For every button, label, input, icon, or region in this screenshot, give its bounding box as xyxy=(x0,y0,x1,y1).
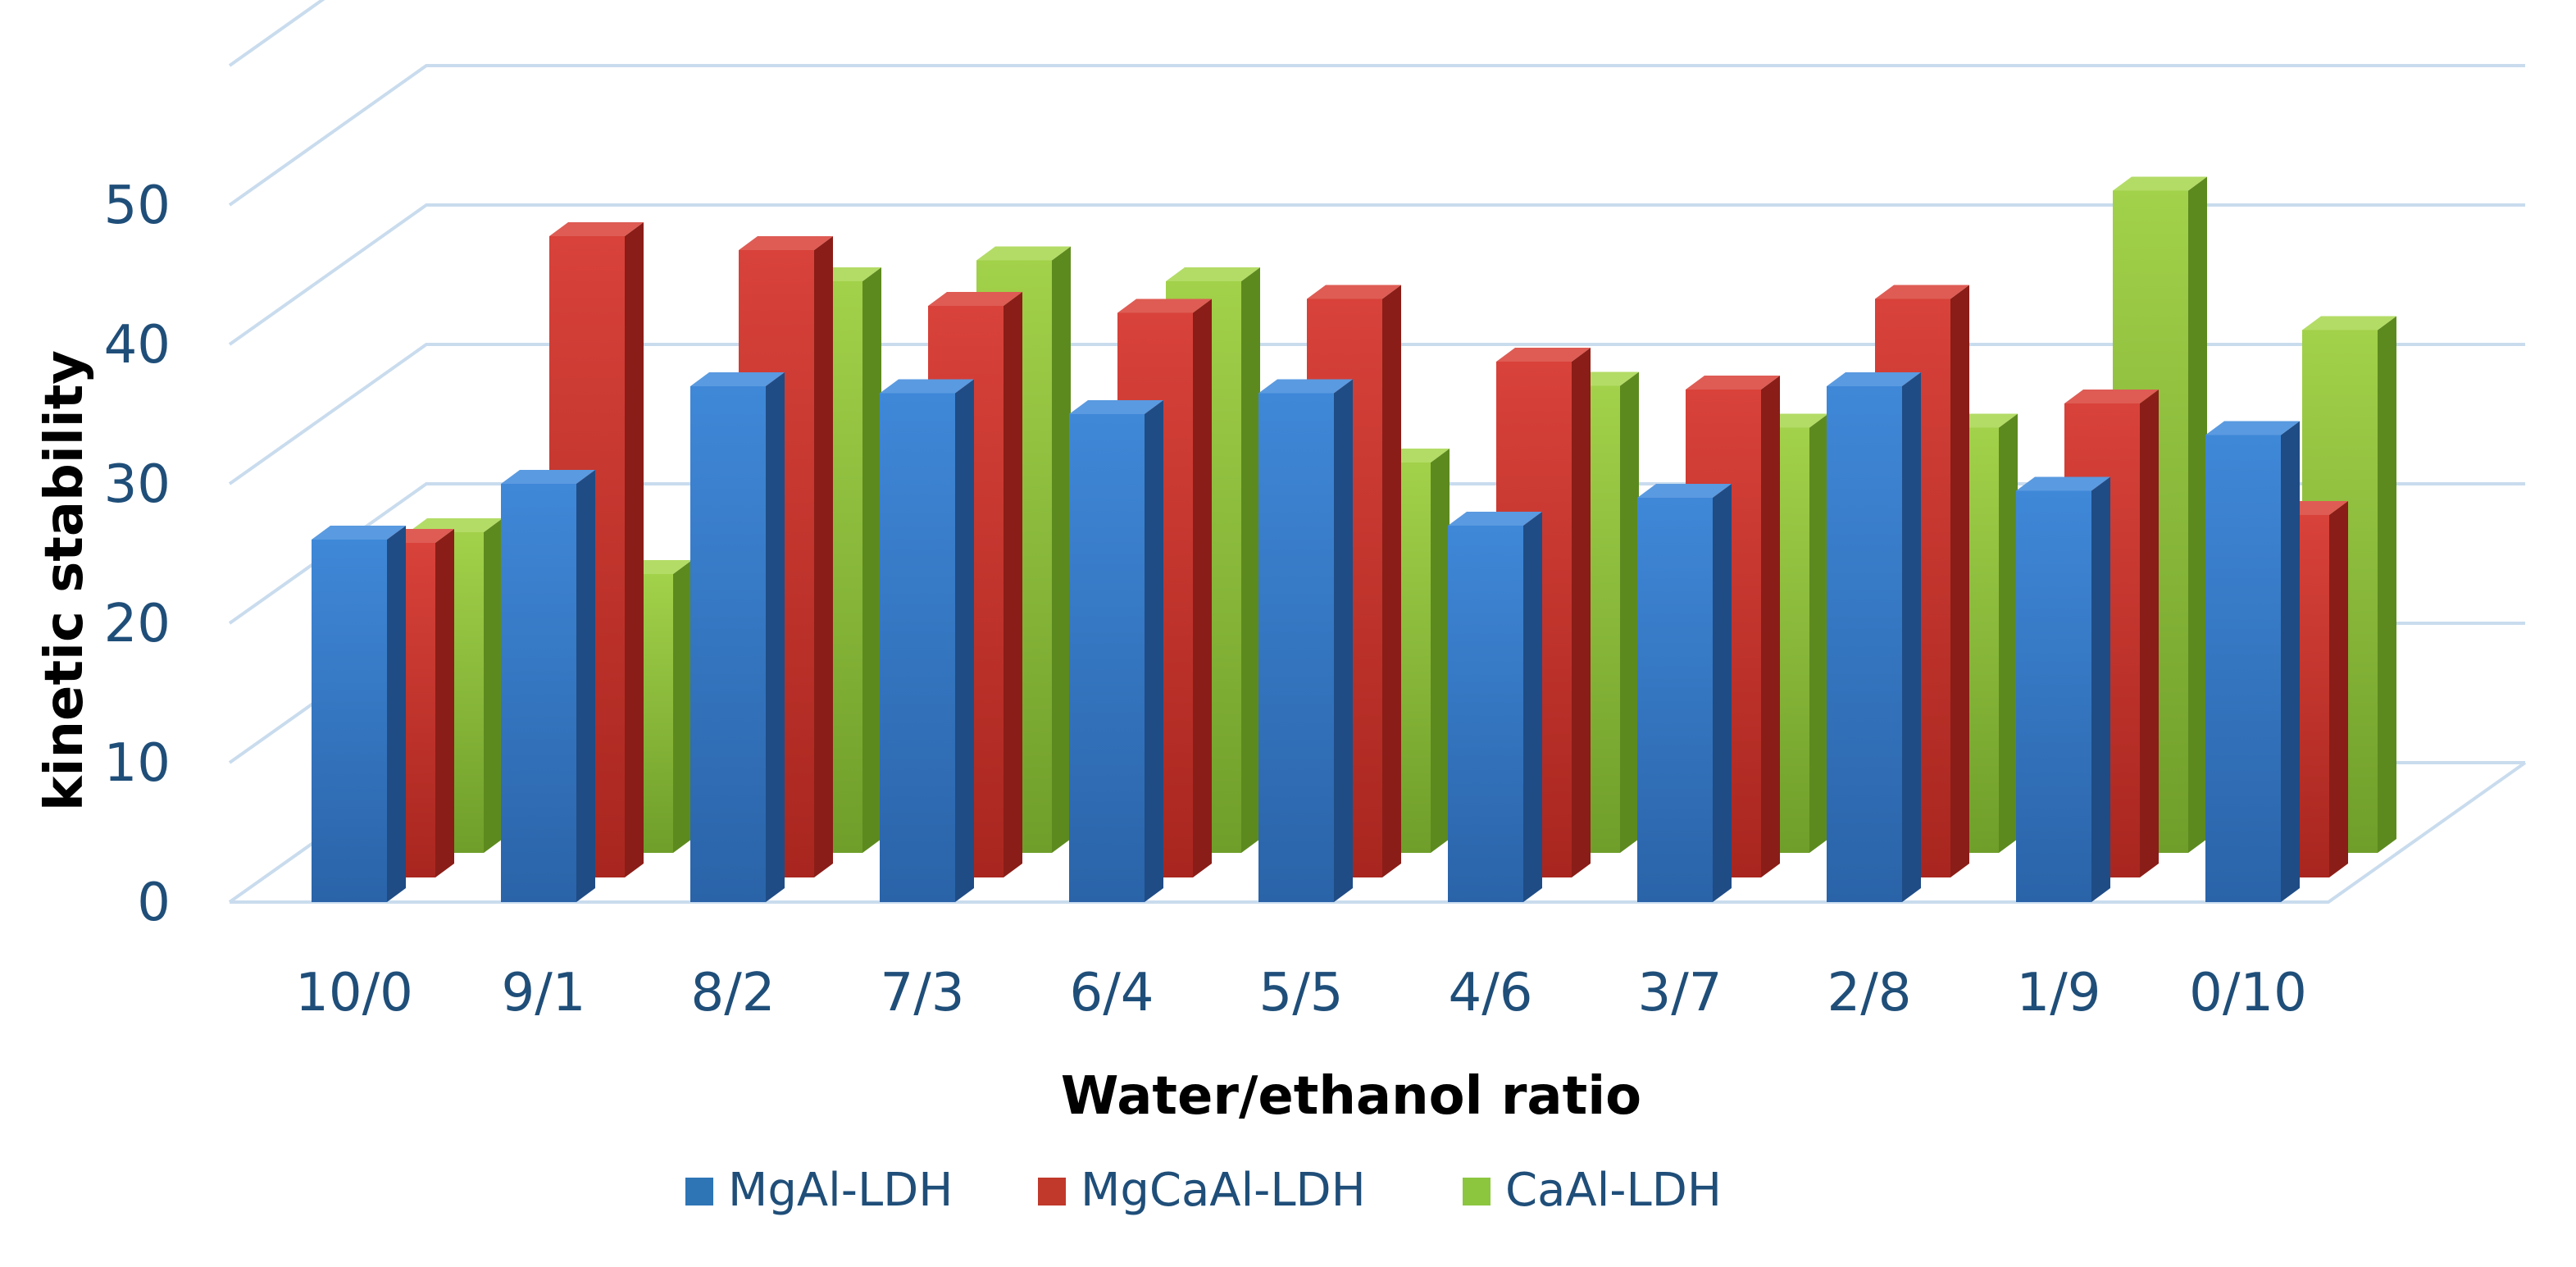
x-axis: 10/0 9/1 8/2 7/3 6/4 5/5 4/6 3/7 2/8 1/9 0/10 xyxy=(295,963,2307,1023)
x-tick-label: 9/1 xyxy=(502,963,586,1023)
bar xyxy=(690,372,785,902)
plot-area xyxy=(312,176,2396,902)
y-axis-title: kinetic stability xyxy=(34,350,95,811)
gridline xyxy=(228,64,2525,207)
gridline xyxy=(228,203,2525,346)
bar xyxy=(1827,372,1921,902)
legend: MgAl-LDH MgCaAl-LDH CaAl-LDH xyxy=(685,1164,1722,1217)
y-tick-label: 10 xyxy=(104,733,171,794)
bar xyxy=(880,379,974,902)
bar xyxy=(2205,421,2300,902)
x-tick-label: 10/0 xyxy=(295,963,413,1023)
legend-swatch xyxy=(1038,1178,1066,1205)
bar xyxy=(1069,400,1163,902)
legend-swatch xyxy=(1463,1178,1491,1205)
legend-label: CaAl-LDH xyxy=(1505,1164,1722,1217)
y-tick-label: 50 xyxy=(104,175,171,236)
x-tick-label: 1/9 xyxy=(2017,963,2101,1023)
legend-item: MgCaAl-LDH xyxy=(1038,1164,1366,1217)
legend-item: CaAl-LDH xyxy=(1463,1164,1722,1217)
bar xyxy=(1448,512,1542,902)
x-tick-label: 7/3 xyxy=(881,963,965,1023)
x-tick-label: 5/5 xyxy=(1259,963,1344,1023)
y-tick-label: 0 xyxy=(137,873,171,933)
legend-label: MgCaAl-LDH xyxy=(1081,1164,1366,1217)
x-tick-label: 2/8 xyxy=(1827,963,1912,1023)
x-tick-label: 6/4 xyxy=(1070,963,1154,1023)
y-axis: 0 10 20 30 40 50 xyxy=(104,175,171,933)
bar xyxy=(501,470,595,902)
y-tick-label: 30 xyxy=(104,454,171,515)
bar xyxy=(312,526,406,902)
gridline xyxy=(228,343,2525,485)
legend-label: MgAl-LDH xyxy=(728,1164,953,1217)
x-tick-label: 8/2 xyxy=(691,963,776,1023)
y-tick-label: 40 xyxy=(104,315,171,376)
y-tick-label: 20 xyxy=(104,594,171,654)
gridline xyxy=(228,0,325,67)
legend-swatch xyxy=(685,1178,713,1205)
bar xyxy=(1258,379,1353,902)
x-tick-label: 3/7 xyxy=(1638,963,1723,1023)
bar xyxy=(1637,484,1732,902)
bar xyxy=(2016,476,2110,902)
x-axis-title: Water/ethanol ratio xyxy=(1061,1066,1641,1127)
x-tick-label: 4/6 xyxy=(1449,963,1533,1023)
x-tick-label: 0/10 xyxy=(2189,963,2307,1023)
legend-item: MgAl-LDH xyxy=(685,1164,953,1217)
